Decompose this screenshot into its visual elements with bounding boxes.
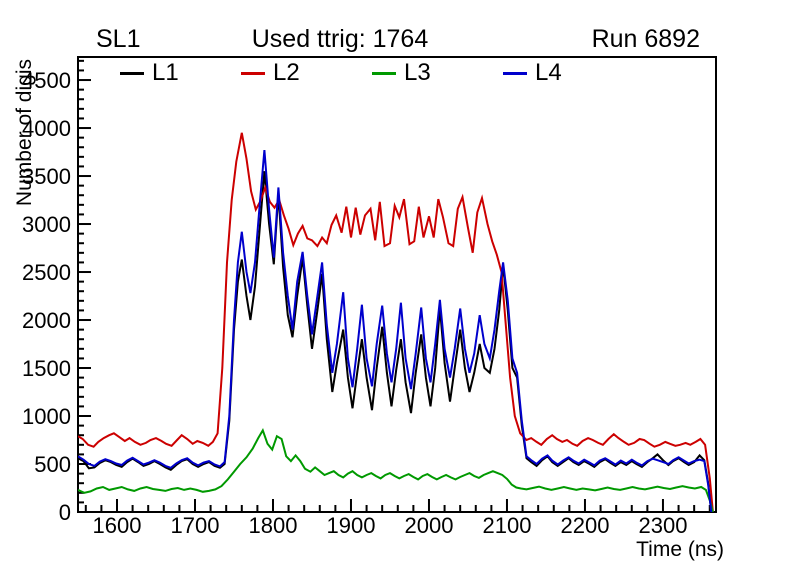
- x-axis-tick-label: 2200: [560, 513, 609, 538]
- x-axis-tick-label: 2300: [638, 513, 687, 538]
- y-axis-tick-label: 4500: [22, 68, 71, 93]
- x-axis-tick-label: 1600: [93, 513, 142, 538]
- x-axis-title: Time (ns): [636, 538, 724, 561]
- y-axis-tick-label: 2500: [22, 260, 71, 285]
- run-title: Run 6892: [591, 25, 700, 53]
- x-axis-tick-label: 1700: [171, 513, 220, 538]
- x-axis-tick-label: 2100: [482, 513, 531, 538]
- legend-entry-l2: L2: [241, 58, 300, 88]
- l3-line-swatch: [372, 71, 396, 75]
- l1-line-swatch: [120, 71, 144, 75]
- legend-label-l1: L1: [152, 59, 179, 86]
- x-axis-tick-label: 1900: [327, 513, 376, 538]
- y-axis-tick-label: 2000: [22, 308, 71, 333]
- legend-entry-l1: L1: [120, 58, 179, 88]
- y-axis-tick-label: 1500: [22, 356, 71, 381]
- y-axis-tick-label: 3500: [22, 164, 71, 189]
- y-axis-title: Number of digis: [13, 59, 36, 206]
- legend: L1 L2 L3 L4: [0, 58, 796, 88]
- series-line-l4: [78, 150, 713, 512]
- y-axis-tick-label: 3000: [22, 212, 71, 237]
- series-line-l2: [78, 132, 714, 512]
- y-axis-tick-label: 4000: [22, 116, 71, 141]
- ttrig-title: Used ttrig: 1764: [251, 25, 429, 53]
- legend-entry-l3: L3: [372, 58, 431, 88]
- legend-label-l2: L2: [273, 59, 300, 86]
- legend-label-l3: L3: [404, 59, 431, 86]
- l2-line-swatch: [241, 71, 265, 75]
- legend-label-l4: L4: [535, 59, 562, 86]
- series-line-l3: [78, 428, 714, 512]
- y-axis-tick-label: 500: [34, 452, 71, 477]
- x-axis-tick-label: 2000: [405, 513, 454, 538]
- plot-frame: [77, 56, 717, 513]
- x-axis-tick-label: 1800: [249, 513, 298, 538]
- l4-line-swatch: [503, 71, 527, 75]
- y-axis-tick-label: 0: [59, 500, 71, 525]
- series-line-l1: [78, 171, 713, 512]
- legend-entry-l4: L4: [503, 58, 562, 88]
- y-axis-tick-label: 1000: [22, 404, 71, 429]
- superlayer-title: SL1: [96, 25, 141, 53]
